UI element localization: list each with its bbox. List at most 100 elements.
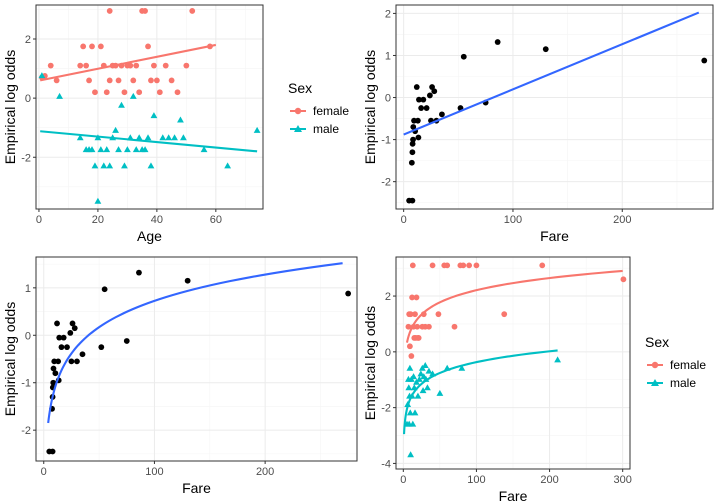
legend-label-male: male [670,376,696,390]
data-point [55,358,62,365]
data-point [466,262,473,269]
panel-age-by-sex: 0 20 40 60 -2 0 2 Age Empirical log odds [2,4,264,244]
x-tick-label: 100 [467,474,485,486]
data-point [413,84,420,90]
data-point [701,57,708,64]
data-point [118,101,125,108]
x-tick-label: 200 [256,466,274,478]
data-point [423,105,430,111]
data-point [417,370,425,377]
fit-line [47,262,343,424]
data-point [424,384,431,391]
data-point [150,112,158,119]
data-point [414,117,421,124]
data-point [415,334,422,341]
data-point [136,269,142,276]
data-point [127,62,134,69]
data-point [406,343,413,350]
data-point [554,356,562,363]
y-tick-label: -2 [21,425,31,437]
x-axis-title: Fare [182,480,211,496]
data-point [67,330,74,336]
data-point [406,409,414,416]
y-tick-label: -2 [21,152,31,164]
data-point [83,62,90,69]
data-point [413,294,420,301]
data-point [451,323,458,330]
x-tick-label: 0 [401,214,407,226]
fit-line [39,43,217,82]
x-tick-label: 0 [36,214,42,226]
data-point [86,77,92,84]
data-point [89,43,95,50]
data-point [49,448,56,455]
x-tick-label: 0 [400,474,406,486]
data-point [407,451,415,458]
data-point [183,62,190,69]
data-point [409,149,416,156]
data-point [156,89,163,96]
panel-border [395,4,714,210]
data-point [103,89,110,96]
y-tick-label: 2 [25,34,31,46]
x-tick-label: 40 [151,214,163,226]
data-point [405,384,413,391]
legend-key-female-marker [651,361,659,369]
data-point [112,126,119,133]
data-point [121,89,128,96]
y-axis-title: Empirical log odds [362,306,378,420]
data-point [50,365,57,372]
y-axis-title: Empirical log odds [2,302,18,416]
fit-line [402,349,558,435]
x-tick-label: 60 [210,214,222,226]
data-point [103,146,111,153]
data-point [412,311,418,318]
data-point [460,53,467,60]
data-point [151,62,157,69]
data-point [141,146,149,153]
data-point [56,92,63,99]
legend-key-male-marker [651,379,659,386]
data-point [620,276,627,283]
data-point [460,262,467,269]
data-point [168,77,175,84]
data-point [38,72,46,79]
data-point [435,311,442,318]
y-tick-label: -1 [381,135,391,147]
x-axis-title: Age [137,228,162,244]
data-point [171,134,178,141]
data-point [153,77,160,84]
data-point [159,134,167,141]
panel-border [35,256,358,462]
legend-top: Sex female male [288,80,349,136]
data-point [97,43,104,50]
data-point [130,77,137,84]
data-point [53,77,60,84]
data-point [69,320,76,327]
x-tick-label: 200 [613,214,631,226]
plot-background [36,5,263,209]
data-point [410,373,417,380]
data-point [68,358,75,365]
data-point [416,375,423,382]
panel-fare-log-by-sex: 0 100 200 300 -4 -2 0 2 Fare Empirical log odds [362,256,632,504]
data-point [94,197,102,204]
data-point [416,96,422,103]
x-tick-label: 100 [145,466,163,478]
data-point [426,92,433,99]
data-point [54,320,60,327]
data-point [135,134,143,141]
data-point [123,338,130,344]
legend-label-female: female [670,358,706,372]
data-point [77,62,84,69]
x-tick-label: 0 [41,466,47,478]
data-point [431,88,438,95]
data-point [200,146,208,153]
y-tick-label: 0 [25,93,31,105]
legend-title: Sex [645,334,669,350]
data-point [405,323,412,330]
x-tick-label: 20 [92,214,104,226]
legend-label-female: female [313,104,349,118]
data-point [180,134,187,141]
data-point [426,323,432,330]
